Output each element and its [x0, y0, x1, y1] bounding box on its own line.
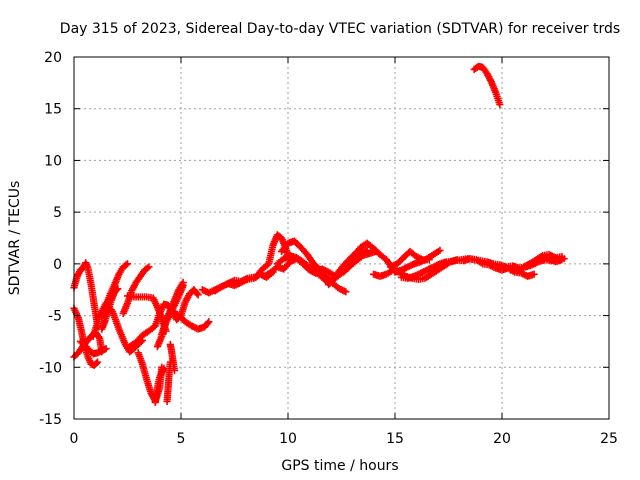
y-tick-label: 5	[53, 205, 62, 221]
series-arc-13	[166, 340, 179, 374]
data-point	[145, 263, 153, 271]
data-point	[92, 359, 101, 367]
y-tick-label: 0	[53, 257, 62, 273]
data-point	[179, 278, 187, 287]
x-tick-label: 20	[493, 431, 511, 447]
y-tick-label: 20	[44, 50, 62, 66]
series-arc-33	[519, 250, 566, 271]
data-point	[123, 260, 132, 268]
data-point	[558, 253, 566, 261]
data-point	[194, 291, 202, 299]
data-point	[102, 345, 110, 353]
x-axis-label: GPS time / hours	[281, 458, 398, 474]
chart-title: Day 315 of 2023, Sidereal Day-to-day VTE…	[60, 21, 620, 37]
series-arc-16	[158, 278, 187, 338]
plot-frame	[73, 56, 610, 420]
data-point	[496, 100, 504, 109]
data-point	[122, 261, 130, 269]
series-arc-26	[340, 247, 380, 276]
data-point	[193, 289, 201, 298]
data-point	[372, 247, 380, 256]
y-tick-label: 15	[44, 102, 62, 118]
y-tick-label: 10	[44, 153, 62, 169]
x-tick-label: 15	[386, 431, 404, 447]
y-tick-label: -15	[39, 412, 62, 428]
series-arc-04	[76, 337, 110, 358]
x-tick-label: 5	[177, 431, 186, 447]
data-point	[530, 270, 538, 278]
series-arc-11	[151, 364, 168, 407]
series-arc-29	[391, 246, 444, 276]
data-point	[114, 285, 122, 293]
data-point	[170, 366, 179, 374]
data-points	[70, 62, 568, 407]
series-arc-08	[119, 263, 153, 318]
y-tick-label: -5	[48, 309, 62, 325]
series-arc-17	[168, 307, 213, 333]
data-point	[93, 358, 102, 366]
data-point	[113, 286, 121, 294]
series-arc-34	[470, 62, 504, 109]
data-point	[143, 264, 152, 272]
y-axis-label: SDTVAR / TECUs	[7, 181, 23, 296]
x-tick-label: 10	[279, 431, 297, 447]
series-arc-30	[397, 258, 450, 282]
data-point	[204, 319, 212, 327]
series-arc-07	[98, 285, 122, 333]
series-arc-28	[387, 247, 433, 271]
x-tick-label: 0	[70, 431, 79, 447]
x-tick-label: 25	[600, 431, 618, 447]
y-tick-label: -10	[39, 360, 62, 376]
data-point	[436, 246, 444, 255]
grid	[74, 57, 609, 419]
series-arc-12	[163, 358, 174, 406]
data-point	[205, 318, 213, 326]
data-point	[342, 288, 350, 296]
axis-ticks: 0 5 10 15 20 25 -15 -10 -5 0 5 10 15 20	[39, 50, 618, 447]
